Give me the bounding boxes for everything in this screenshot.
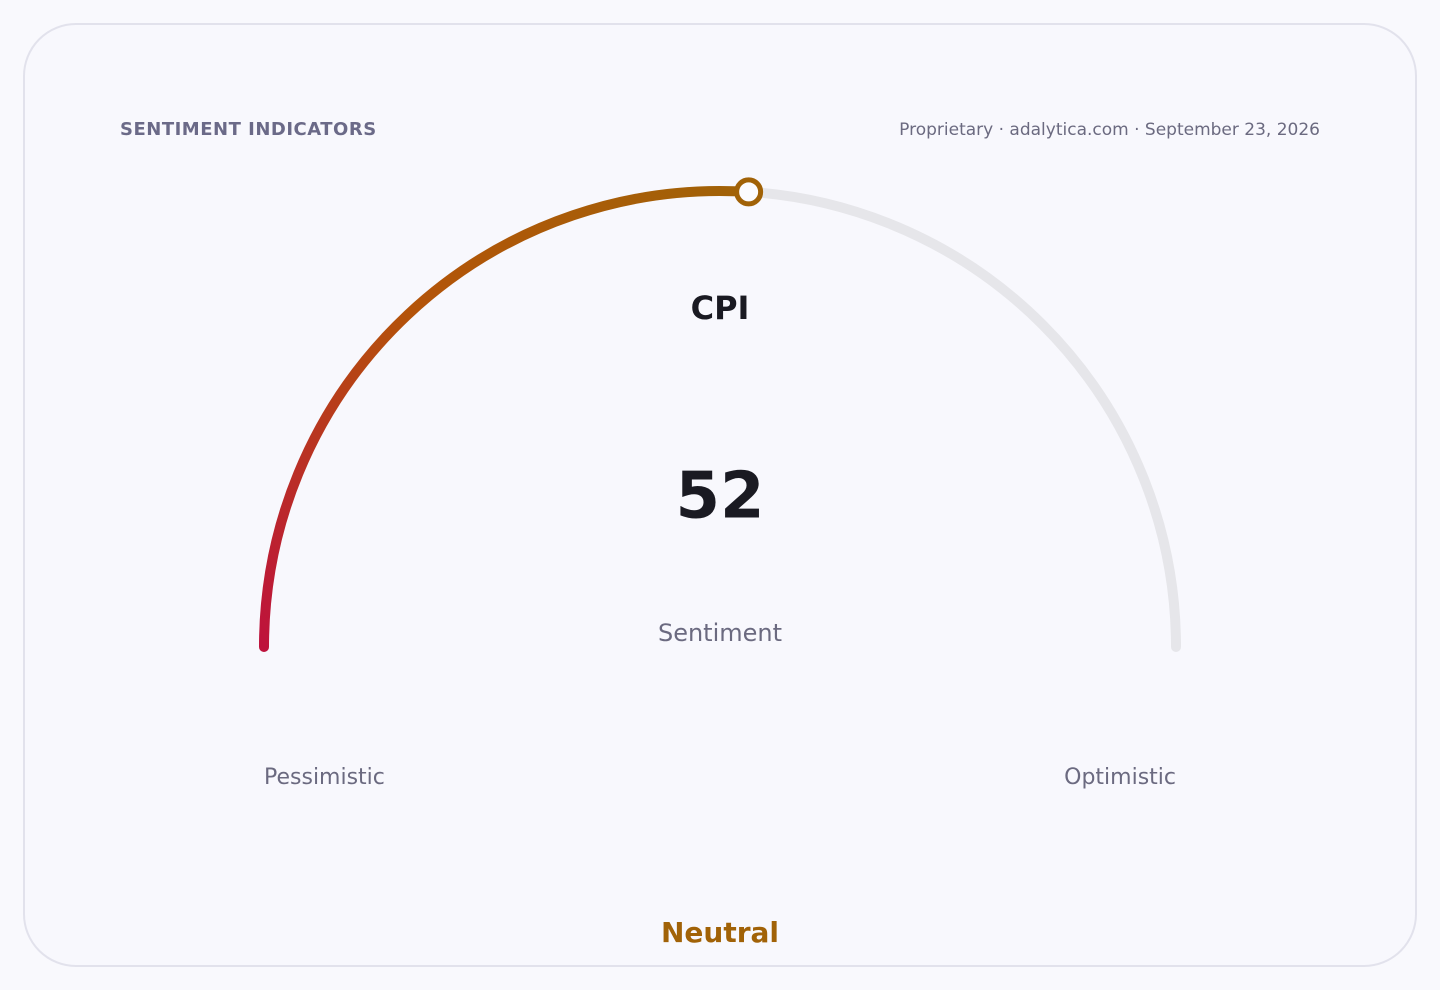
status: Neutral xyxy=(661,916,779,949)
header: SENTIMENT INDICATORS xyxy=(120,119,377,140)
min-label: Pessimistic xyxy=(264,765,385,790)
subtitle: Sentiment xyxy=(658,619,782,647)
gauge-title: CPI xyxy=(691,289,750,327)
gauge-value-arc xyxy=(259,186,754,652)
card xyxy=(23,23,1417,967)
value-label: 52 xyxy=(675,460,764,534)
max-label: Optimistic xyxy=(1064,765,1176,790)
gauge-marker xyxy=(734,177,764,207)
source: Proprietary · adalytica.com · September … xyxy=(899,120,1320,140)
